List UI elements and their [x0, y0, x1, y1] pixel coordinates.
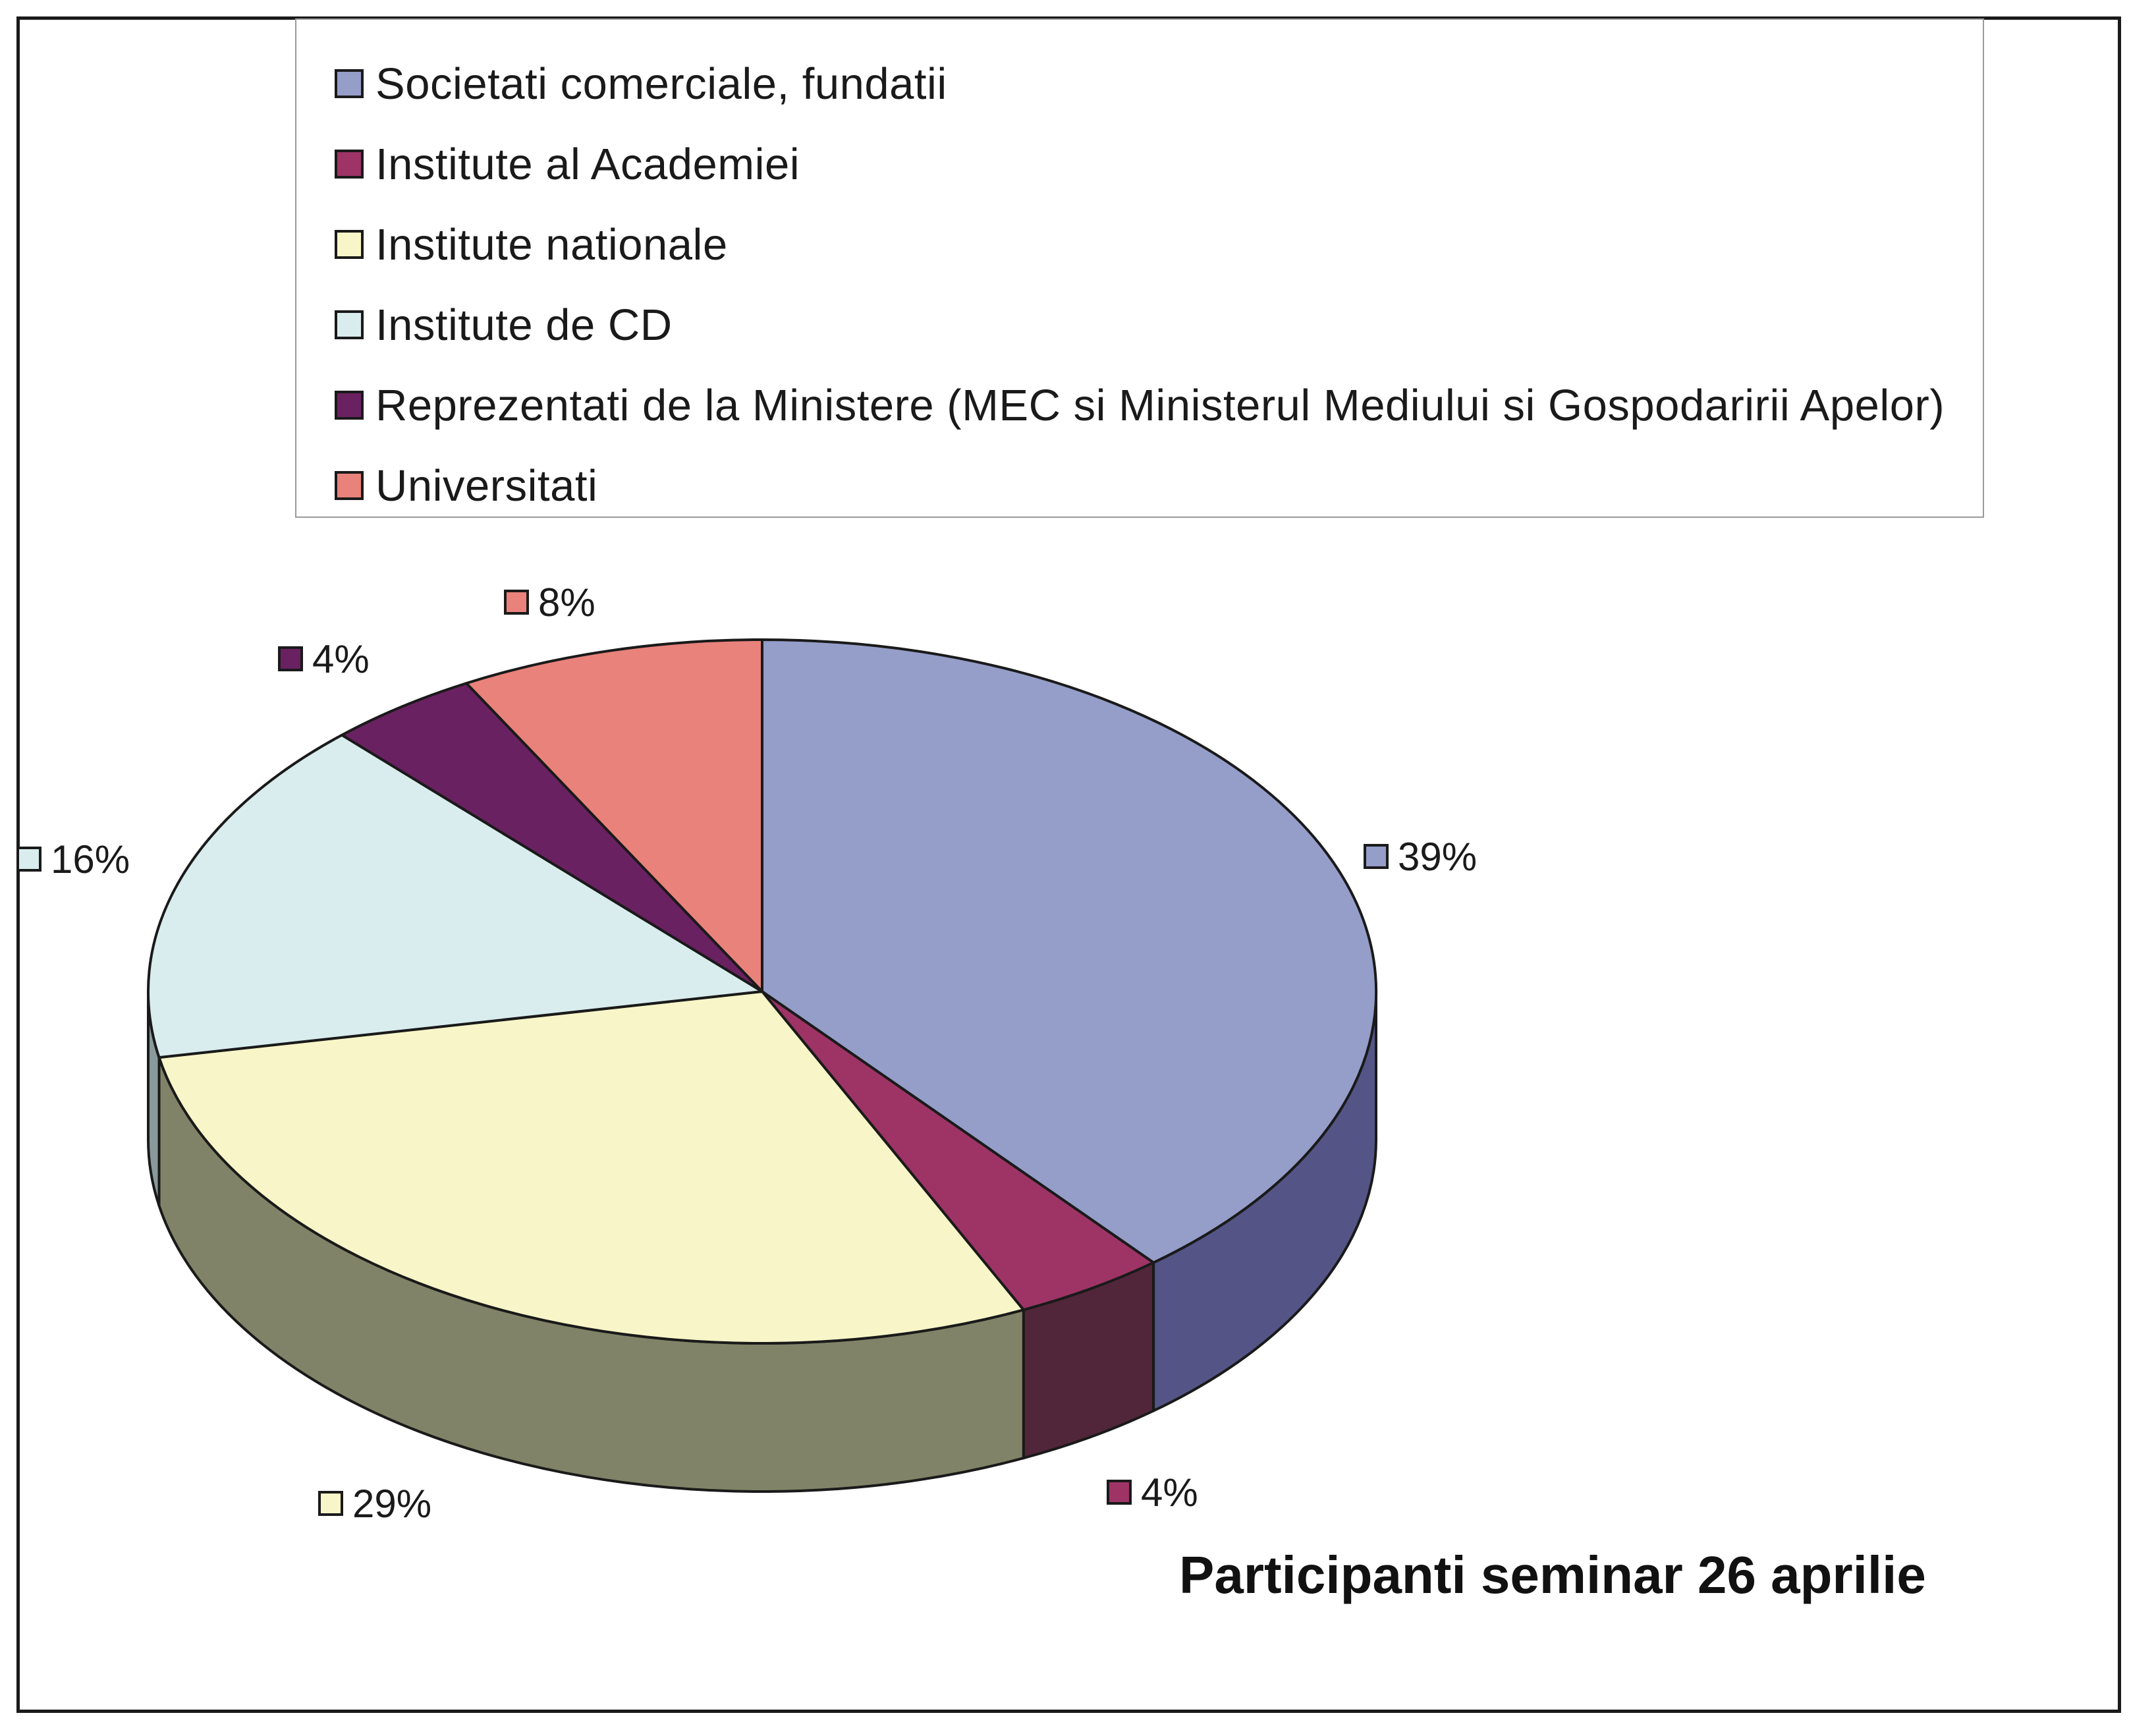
- data-label-text: 39%: [1398, 834, 1478, 879]
- pie-slice: [465, 638, 763, 993]
- legend-label: Reprezentati de la Ministere (MEC si Min…: [375, 380, 1945, 430]
- legend-item: Institute al Academiei: [335, 139, 800, 189]
- data-label-swatch: [1364, 844, 1389, 869]
- chart-title: Participanti seminar 26 aprilie: [1179, 1546, 1926, 1604]
- legend-item: Institute nationale: [335, 219, 728, 269]
- legend-item: Institute de CD: [335, 300, 673, 350]
- pie-slice: [761, 638, 1378, 1264]
- legend: Societati comerciale, fundatii Institute…: [295, 18, 1984, 518]
- legend-label: Institute de CD: [375, 300, 673, 350]
- data-label-text: 4%: [312, 636, 370, 681]
- legend-swatch: [335, 150, 364, 179]
- legend-swatch: [335, 69, 364, 98]
- legend-item: Universitati: [335, 461, 598, 511]
- legend-swatch: [335, 230, 364, 259]
- data-label-text: 8%: [538, 580, 595, 625]
- data-label-swatch: [278, 646, 303, 671]
- legend-swatch: [335, 310, 364, 339]
- pie-slice: [146, 733, 763, 1059]
- pie-slice: [761, 990, 1155, 1312]
- data-label-swatch: [318, 1491, 343, 1516]
- data-label: 16%: [16, 837, 130, 881]
- data-label-text: 16%: [51, 837, 130, 881]
- data-label: 29%: [318, 1481, 432, 1526]
- pie-slice: [157, 990, 1025, 1345]
- data-label-swatch: [504, 590, 529, 615]
- data-label: 8%: [504, 580, 595, 625]
- data-label-swatch: [1107, 1480, 1132, 1505]
- data-label-swatch: [16, 847, 41, 872]
- legend-label: Institute nationale: [375, 219, 728, 269]
- legend-swatch: [335, 391, 364, 420]
- legend-label: Universitati: [375, 461, 598, 511]
- legend-item: Reprezentati de la Ministere (MEC si Min…: [335, 380, 1945, 430]
- data-label: 39%: [1364, 835, 1477, 879]
- legend-item: Societati comerciale, fundatii: [335, 59, 947, 109]
- legend-swatch: [335, 471, 364, 500]
- legend-label: Institute al Academiei: [375, 139, 800, 189]
- data-label-text: 29%: [352, 1481, 432, 1526]
- legend-label: Societati comerciale, fundatii: [375, 59, 947, 109]
- pie-slice: [341, 682, 763, 993]
- data-label-text: 4%: [1141, 1470, 1198, 1515]
- data-label: 4%: [278, 636, 370, 681]
- data-label: 4%: [1107, 1470, 1198, 1515]
